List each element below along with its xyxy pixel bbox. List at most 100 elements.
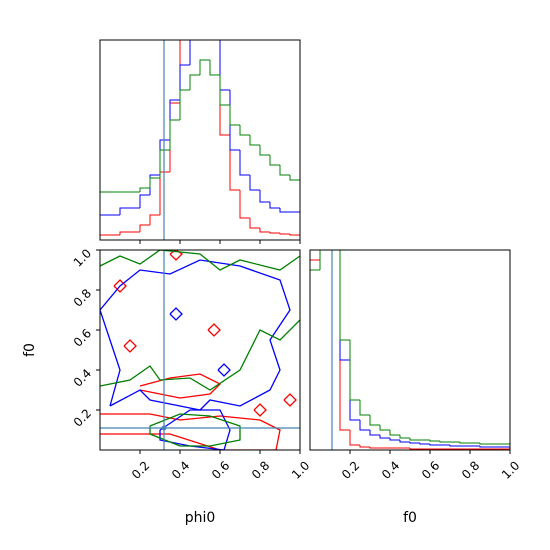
- x-tick-label: 0.2: [129, 458, 152, 481]
- x-tick-label: 0.8: [459, 458, 482, 481]
- hist-step: [310, 269, 320, 450]
- hist-step: [139, 187, 150, 192]
- hist-step: [479, 446, 490, 448]
- contour: [100, 250, 300, 271]
- hist-step: [379, 425, 390, 431]
- hist-step: [159, 171, 170, 215]
- hist-step: [249, 175, 260, 191]
- hist-step: [419, 443, 430, 445]
- hist-step: [119, 231, 130, 235]
- hist-step: [229, 135, 240, 191]
- hist-step: [219, 40, 230, 91]
- y-tick-label: 0.4: [71, 366, 94, 389]
- hist-step: [369, 430, 380, 436]
- hist-step: [310, 259, 320, 450]
- hist-step: [149, 177, 160, 188]
- x-tick-label: 0.8: [249, 458, 272, 481]
- hist-step: [289, 175, 300, 240]
- contour: [100, 319, 300, 391]
- hist-step: [149, 214, 160, 225]
- hist-step: [349, 360, 360, 421]
- hist-step: [379, 435, 390, 439]
- hist-step: [369, 415, 380, 426]
- truth-point: [161, 425, 167, 431]
- hist-step: [269, 155, 280, 166]
- hist-step: [189, 40, 200, 65]
- hist-step: [219, 75, 230, 106]
- contour: [100, 259, 291, 411]
- hist-step: [100, 191, 110, 240]
- hist-step: [290, 211, 300, 240]
- y-tick-label: 0.2: [71, 406, 94, 429]
- hist-step: [259, 228, 270, 233]
- contour: [159, 409, 231, 450]
- hist-step: [229, 90, 240, 151]
- hist-step: [279, 165, 290, 176]
- hist-step: [269, 202, 280, 209]
- hist-step: [389, 438, 400, 441]
- x-tick-label: 0.2: [339, 458, 362, 481]
- y-tick-label: 0.6: [71, 326, 94, 349]
- hist-step: [359, 400, 370, 416]
- contour: [217, 363, 231, 377]
- hist-step: [409, 448, 420, 450]
- hist-step: [169, 119, 180, 150]
- hist-step: [339, 250, 350, 341]
- hist-step: [319, 250, 321, 270]
- contour: [283, 393, 297, 407]
- histogram: [100, 30, 300, 240]
- hist-step: [289, 234, 300, 240]
- contour: [149, 413, 241, 447]
- x-tick-label: 1.0: [289, 458, 312, 481]
- hist-step: [209, 40, 220, 41]
- hist-step: [429, 444, 440, 446]
- contour: [139, 373, 222, 399]
- histogram: [310, 250, 510, 450]
- hist-step: [139, 194, 150, 208]
- y-axis-label: f0: [22, 343, 38, 357]
- contour: [113, 279, 127, 293]
- x-axis-label: phi0: [185, 510, 216, 526]
- hist-step: [239, 125, 250, 136]
- hist-step: [159, 149, 170, 178]
- axes-frame: [99, 249, 301, 451]
- hist-step: [179, 40, 181, 103]
- hist-step: [459, 442, 470, 444]
- hist-step: [500, 446, 510, 450]
- x-tick-label: 0.6: [209, 458, 232, 481]
- contour: [169, 307, 183, 321]
- hist-step: [500, 448, 510, 450]
- hist-step: [239, 190, 250, 219]
- hist-step: [399, 440, 410, 443]
- hist-step: [349, 430, 360, 446]
- hist-step: [439, 441, 450, 443]
- hist-step: [359, 420, 370, 431]
- hist-step: [369, 447, 380, 449]
- hist-step: [359, 445, 370, 448]
- contour: [123, 339, 137, 353]
- x-tick-label: 1.0: [499, 458, 522, 481]
- hist-step: [169, 102, 180, 172]
- hist-step: [249, 218, 260, 229]
- hist-step: [239, 150, 250, 176]
- contours: [100, 250, 300, 450]
- hist-step: [259, 190, 270, 203]
- hist-step: [279, 208, 290, 213]
- hist-step: [500, 443, 510, 450]
- hist-step: [219, 40, 230, 136]
- hist-step: [139, 224, 150, 232]
- hist-step: [349, 340, 360, 401]
- hist-step: [429, 440, 440, 442]
- x-axis-label: f0: [403, 510, 417, 526]
- axes-frame: [99, 39, 301, 241]
- y-tick-label: 0.8: [71, 286, 94, 309]
- contour: [207, 323, 221, 337]
- hist-step: [409, 442, 420, 444]
- hist-step: [200, 30, 210, 40]
- x-tick-label: 0.6: [419, 458, 442, 481]
- hist-step: [179, 64, 190, 100]
- hist-step: [119, 207, 130, 215]
- hist-step: [329, 250, 340, 251]
- y-tick-label: 1.0: [71, 246, 94, 269]
